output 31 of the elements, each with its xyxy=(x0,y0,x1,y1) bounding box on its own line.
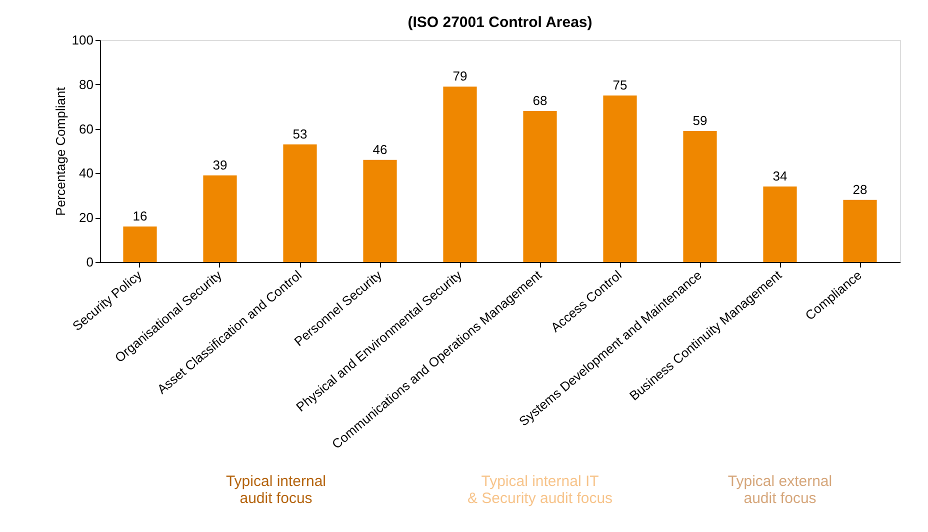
data-label: 46 xyxy=(372,142,388,157)
data-label: 59 xyxy=(692,113,708,128)
y-tick-label: 80 xyxy=(79,76,94,92)
bar xyxy=(603,96,637,262)
y-tick-label: 0 xyxy=(86,254,94,270)
data-label: 39 xyxy=(212,157,228,172)
data-label: 53 xyxy=(292,126,308,142)
y-axis-title: Percentage Compliant xyxy=(52,86,68,216)
text: Typical internal IT & Security audit focus xyxy=(467,473,613,507)
y-tick-label: 60 xyxy=(79,121,94,136)
data-label: 75 xyxy=(612,78,628,92)
bar xyxy=(203,175,237,262)
data-label: 16 xyxy=(132,208,148,224)
bar xyxy=(123,226,157,262)
text: Typical internal audit focus xyxy=(226,473,326,507)
text: Typical external audit focus xyxy=(728,473,832,507)
bar xyxy=(843,200,877,262)
y-tick-label: 100 xyxy=(72,32,94,48)
y-tick-label: 40 xyxy=(79,166,94,181)
bar xyxy=(523,111,557,262)
data-label: 34 xyxy=(772,168,788,184)
bar xyxy=(443,86,477,262)
data-label: 79 xyxy=(452,68,468,84)
data-label: 28 xyxy=(852,182,868,197)
data-label: 68 xyxy=(532,93,548,108)
bar xyxy=(283,144,317,262)
bar xyxy=(763,186,797,262)
chart-title: (ISO 27001 Control Areas) xyxy=(408,14,592,31)
y-tick-label: 20 xyxy=(79,210,94,226)
bar xyxy=(683,131,717,262)
bar xyxy=(363,160,397,262)
